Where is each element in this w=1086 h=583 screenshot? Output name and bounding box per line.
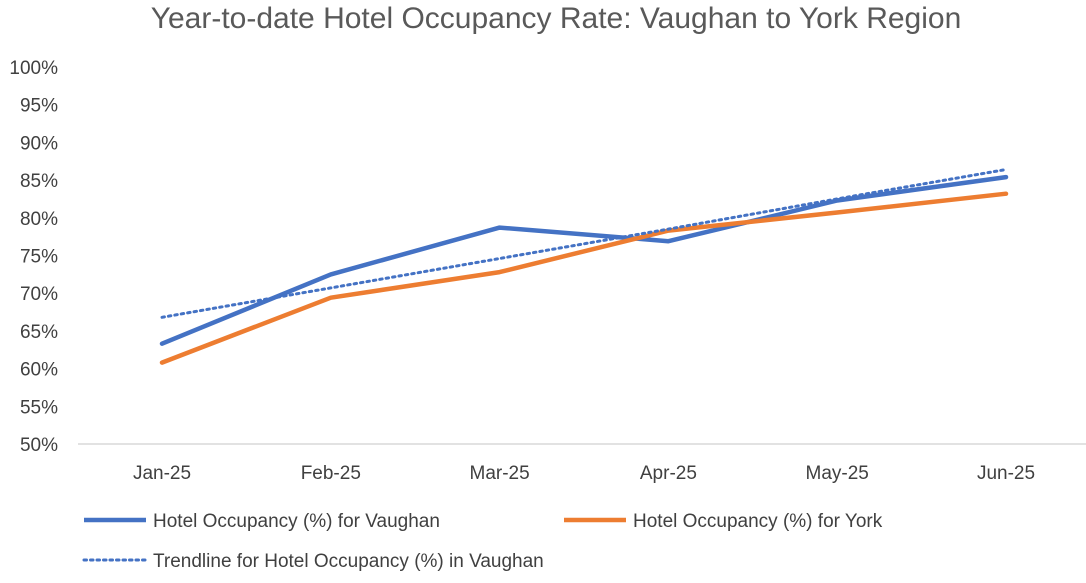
x-tick-label: Mar-25 [470,463,530,484]
x-tick-label: Feb-25 [301,463,361,484]
chart-title: Year-to-date Hotel Occupancy Rate: Vaugh… [151,2,962,35]
series-lines [159,168,1009,365]
series-line [159,191,1009,365]
x-tick-label: Apr-25 [640,463,697,484]
x-tick-label: Jun-25 [977,463,1035,484]
y-tick-label: 60% [20,360,58,381]
x-axis-ticks: Jan-25 Feb-25 Mar-25 Apr-25 May-25 Jun-25 [133,463,1035,484]
trendline-series-line [160,168,1008,319]
legend-label: Trendline for Hotel Occupancy (%) in Vau… [153,551,544,572]
y-tick-label: 100% [9,58,58,79]
y-tick-label: 55% [20,397,58,418]
y-tick-label: 70% [20,284,58,305]
x-tick-label: Jan-25 [133,463,191,484]
y-tick-label: 65% [20,322,58,343]
legend: Hotel Occupancy (%) for Vaughan Hotel Occ… [82,511,883,572]
y-tick-label: 95% [20,96,58,117]
legend-label: Hotel Occupancy (%) for Vaughan [153,511,440,532]
y-tick-label: 50% [20,435,58,456]
y-axis-ticks: 50% 55% 60% 65% 70% 75% 80% 85% 90% 95% 100% [9,58,58,456]
series-line [159,174,1009,346]
y-tick-label: 80% [20,209,58,230]
x-tick-label: May-25 [806,463,869,484]
y-tick-label: 75% [20,247,58,268]
y-tick-label: 90% [20,133,58,154]
legend-label: Hotel Occupancy (%) for York [633,511,883,532]
y-tick-label: 85% [20,171,58,192]
